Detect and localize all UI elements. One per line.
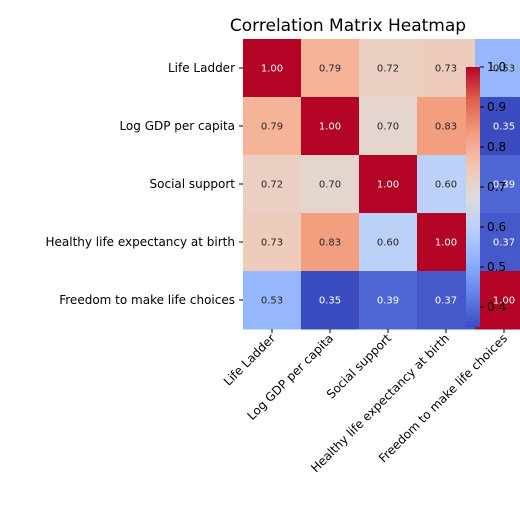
cell-value-label: 1.00 [493,296,515,307]
cell-value-label: 0.83 [319,238,341,249]
heatmap-cell [475,155,520,214]
heatmap-cell [475,39,520,98]
heatmap-cell [475,271,520,330]
colorbar-tick-label: 0.7 [487,180,506,194]
cell-value-label: 0.39 [493,180,515,191]
heatmap-cell [301,97,360,156]
heatmap-cell [243,271,302,330]
colorbar: 0.4 0.5 0.6 0.7 0.8 0.9 1.0 [466,60,506,327]
heatmap-cell [359,39,418,98]
cell-value-label: 0.72 [261,180,283,191]
cell-value-label: 0.73 [435,64,457,75]
cell-value-label: 0.53 [493,64,515,75]
cell-value-label: 0.37 [493,238,515,249]
colorbar-tick-label: 0.4 [487,300,506,314]
heatmap-cell [301,271,360,330]
cell-value-label: 0.79 [261,122,283,133]
cell-value-label: 0.73 [261,238,283,249]
cell-value-label: 0.35 [319,296,341,307]
cell-value-label: 0.37 [435,296,457,307]
cell-value-label: 0.53 [261,296,283,307]
x-tick-label: Life Ladder [221,331,278,388]
colorbar-tick-label: 1.0 [487,60,506,74]
cell-value-label: 0.70 [377,122,399,133]
heatmap-cell [243,213,302,272]
cell-value-label: 1.00 [319,122,341,133]
heatmap-cell [359,97,418,156]
cell-value-label: 0.60 [435,180,457,191]
colorbar-tick-label: 0.8 [487,140,506,154]
cell-value-label: 0.72 [377,64,399,75]
y-tick-labels: Life Ladder Log GDP per capita Social supp… [45,61,243,307]
cell-value-label: 1.00 [261,64,283,75]
heatmap-cell [301,155,360,214]
heatmap-cell [359,271,418,330]
cell-value-label: 1.00 [435,238,457,249]
y-tick-label: Log GDP per capita [119,119,235,133]
cell-value-label: 0.83 [435,122,457,133]
heatmap-cell [301,39,360,98]
heatmap-cell [243,97,302,156]
heatmap-cell [359,213,418,272]
heatmap-cell [243,155,302,214]
colorbar-gradient [466,67,480,327]
colorbar-tick-label: 0.6 [487,220,506,234]
heatmap-cell [417,97,476,156]
colorbar-tick-label: 0.9 [487,100,506,114]
colorbar-tick-label: 0.5 [487,260,506,274]
cell-value-label: 0.79 [319,64,341,75]
heatmap-cell [417,155,476,214]
cell-value-label: 0.39 [377,296,399,307]
heatmap-cell [301,213,360,272]
heatmap-cell [417,271,476,330]
x-tick-label: Freedom to make life choices [376,331,510,465]
heatmap-cell [475,213,520,272]
cell-value-label: 0.70 [319,180,341,191]
heatmap-cell [417,39,476,98]
chart-title: Correlation Matrix Heatmap [230,16,466,36]
heatmap-cell [243,39,302,98]
cell-value-label: 1.00 [377,180,399,191]
y-tick-label: Freedom to make life choices [59,293,235,307]
cell-value-label: 0.35 [493,122,515,133]
y-tick-label: Social support [150,177,236,191]
cell-value-label: 0.60 [377,238,399,249]
heatmap-cells: 1.00 0.79 0.72 0.73 0.53 0.79 1.00 0.70 0.83 0.35… [243,39,520,330]
y-tick-label: Healthy life expectancy at birth [45,235,235,249]
y-tick-label: Life Ladder [168,61,235,75]
heatmap-cell [417,213,476,272]
heatmap-cell [359,155,418,214]
